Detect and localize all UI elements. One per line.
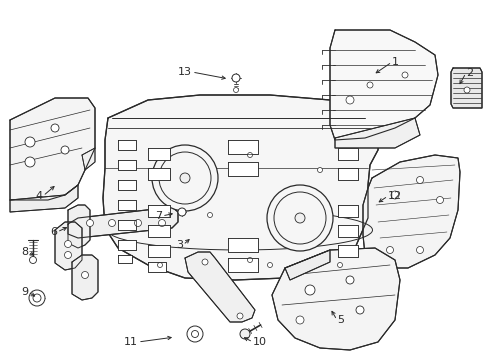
Polygon shape [285, 250, 329, 280]
Circle shape [152, 145, 218, 211]
Polygon shape [227, 140, 258, 154]
Circle shape [25, 157, 35, 167]
Circle shape [231, 74, 240, 82]
Polygon shape [337, 168, 357, 180]
Polygon shape [10, 185, 78, 212]
Polygon shape [118, 240, 136, 250]
Circle shape [386, 247, 393, 253]
Polygon shape [118, 140, 136, 150]
Text: 6: 6 [50, 227, 57, 237]
Circle shape [159, 152, 210, 204]
Polygon shape [148, 148, 170, 160]
Circle shape [81, 271, 88, 279]
Polygon shape [329, 30, 437, 140]
Polygon shape [362, 155, 459, 268]
Circle shape [61, 146, 69, 154]
Circle shape [266, 185, 332, 251]
Circle shape [178, 208, 185, 216]
Text: 3: 3 [176, 240, 183, 250]
Circle shape [64, 252, 71, 258]
Circle shape [86, 220, 93, 226]
Polygon shape [227, 238, 258, 252]
Circle shape [240, 329, 249, 339]
Text: 12: 12 [387, 191, 401, 201]
Circle shape [295, 316, 304, 324]
Polygon shape [337, 148, 357, 160]
Circle shape [108, 220, 115, 226]
Circle shape [463, 87, 469, 93]
Polygon shape [271, 248, 399, 350]
Circle shape [305, 285, 314, 295]
Circle shape [346, 276, 353, 284]
Polygon shape [148, 245, 170, 257]
Circle shape [366, 82, 372, 88]
Polygon shape [68, 207, 178, 238]
Circle shape [436, 197, 443, 203]
Polygon shape [337, 245, 357, 257]
Polygon shape [118, 220, 136, 230]
Circle shape [233, 87, 238, 93]
Circle shape [390, 191, 398, 199]
Circle shape [337, 262, 342, 267]
Circle shape [134, 220, 141, 226]
Circle shape [416, 176, 423, 184]
Circle shape [202, 259, 207, 265]
Circle shape [191, 330, 198, 338]
Circle shape [247, 153, 252, 157]
Circle shape [64, 240, 71, 248]
Circle shape [294, 213, 305, 223]
Circle shape [267, 262, 272, 267]
Polygon shape [148, 225, 170, 237]
Polygon shape [103, 95, 379, 280]
Circle shape [158, 220, 165, 226]
Circle shape [207, 212, 212, 217]
Circle shape [346, 96, 353, 104]
Text: 11: 11 [124, 337, 138, 347]
Circle shape [29, 256, 37, 264]
Polygon shape [10, 98, 95, 200]
Polygon shape [68, 205, 90, 248]
Text: 4: 4 [36, 191, 43, 201]
Text: 7: 7 [155, 211, 162, 221]
Polygon shape [118, 180, 136, 190]
Circle shape [33, 294, 41, 302]
Circle shape [416, 247, 423, 253]
Circle shape [157, 262, 162, 267]
Text: 1: 1 [391, 57, 398, 67]
Polygon shape [184, 252, 254, 322]
Circle shape [355, 306, 363, 314]
Polygon shape [450, 68, 481, 108]
Polygon shape [118, 255, 132, 263]
Polygon shape [227, 162, 258, 176]
Polygon shape [148, 262, 165, 272]
Circle shape [247, 257, 252, 262]
Polygon shape [337, 205, 357, 217]
Circle shape [180, 173, 190, 183]
Text: 2: 2 [465, 68, 472, 78]
Polygon shape [148, 168, 170, 180]
Circle shape [317, 167, 322, 172]
Text: 5: 5 [336, 315, 343, 325]
Text: 13: 13 [178, 67, 192, 77]
Polygon shape [82, 148, 95, 170]
Text: 10: 10 [252, 337, 266, 347]
Circle shape [29, 290, 45, 306]
Text: 9: 9 [21, 287, 28, 297]
Polygon shape [337, 225, 357, 237]
Polygon shape [72, 255, 98, 300]
Circle shape [25, 137, 35, 147]
Circle shape [237, 313, 243, 319]
Polygon shape [148, 205, 170, 217]
Text: 8: 8 [21, 247, 28, 257]
Circle shape [186, 326, 203, 342]
Polygon shape [334, 118, 419, 148]
Circle shape [51, 124, 59, 132]
Polygon shape [227, 258, 258, 272]
Polygon shape [118, 200, 136, 210]
Circle shape [273, 192, 325, 244]
Polygon shape [55, 222, 82, 270]
Circle shape [401, 72, 407, 78]
Polygon shape [118, 160, 136, 170]
